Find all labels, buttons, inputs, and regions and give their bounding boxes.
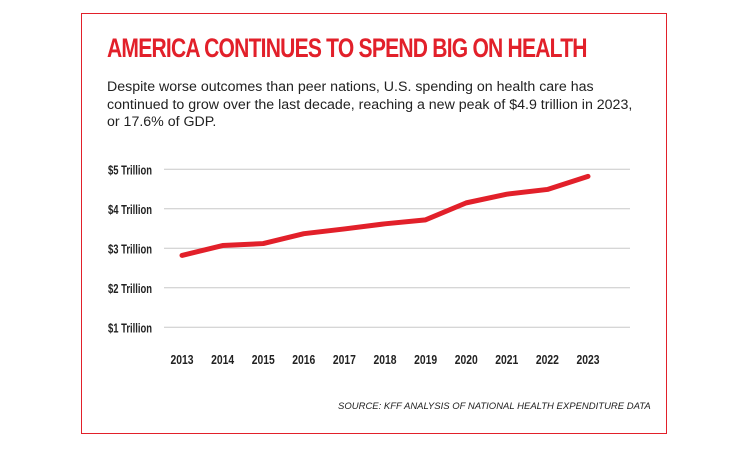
y-tick-label: $3 Trillion [108,241,152,256]
x-tick-label: 2016 [292,352,315,367]
x-tick-label: 2013 [171,352,194,367]
chart-title: AMERICA CONTINUES TO SPEND BIG ON HEALTH [107,33,588,63]
x-tick-label: 2021 [495,352,518,367]
source-note: SOURCE: KFF ANALYSIS OF NATIONAL HEALTH … [338,401,651,412]
x-tick-label: 2019 [414,352,437,367]
chart-subtitle: Despite worse outcomes than peer nations… [107,79,633,130]
x-tick-label: 2017 [333,352,356,367]
chart-frame [81,13,667,434]
x-tick-label: 2022 [536,352,559,367]
series-line [179,173,591,258]
y-tick-label: $5 Trillion [108,162,152,177]
y-tick-label: $1 Trillion [108,320,152,335]
x-tick-label: 2023 [577,352,600,367]
y-tick-label: $4 Trillion [108,202,152,217]
x-tick-label: 2018 [374,352,397,367]
x-tick-label: 2014 [211,352,235,367]
x-tick-label: 2015 [252,352,275,367]
y-tick-label: $2 Trillion [108,281,152,296]
x-tick-label: 2020 [455,352,478,367]
